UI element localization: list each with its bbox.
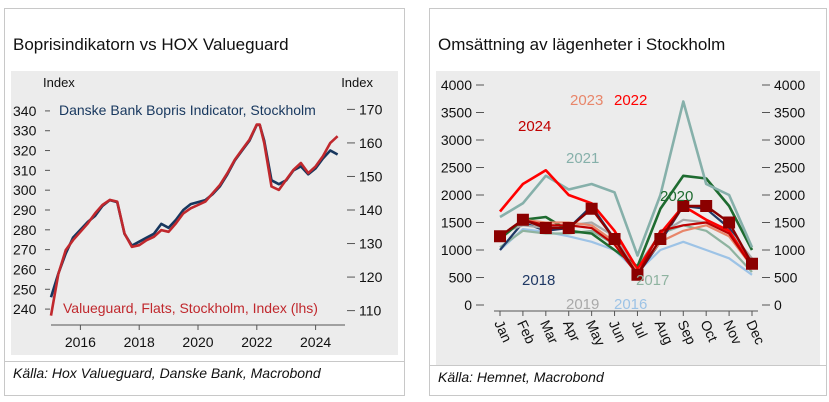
- y-tick-label-left: 0: [464, 297, 472, 313]
- data-marker: [677, 200, 690, 212]
- series-label-2018: 2018: [522, 272, 555, 289]
- y-tick-label-right: 4000: [774, 77, 805, 93]
- series-label-2016: 2016: [614, 296, 647, 313]
- x-tick-label: 2022: [241, 334, 272, 350]
- data-marker: [539, 222, 552, 234]
- y-tick-label-right: 1500: [774, 215, 805, 231]
- x-tick-label: Nov: [720, 318, 745, 347]
- data-marker: [494, 230, 506, 243]
- y-tick-label-right: 120: [359, 269, 383, 285]
- data-marker: [723, 216, 736, 229]
- y-tick-label-left: 310: [13, 162, 37, 178]
- y-tick-label-right: 2500: [774, 160, 805, 176]
- y-tick-label-left: 270: [13, 242, 37, 258]
- y-tick-label-right: 140: [359, 202, 383, 218]
- y-tick-label-right: 160: [359, 135, 383, 151]
- y-tick-label-left: 280: [13, 222, 37, 238]
- y-tick-label-right: 2000: [774, 187, 805, 203]
- y-axis-label-right: Index: [341, 75, 373, 90]
- x-tick-label: Jun: [606, 318, 630, 345]
- x-tick-label: Dec: [743, 318, 768, 347]
- chart-panel-right: Omsättning av lägenheter i Stockholm 0 0 5…: [429, 8, 827, 396]
- x-tick-label: 2016: [65, 334, 96, 350]
- series-line-2021: [499, 100, 754, 257]
- series-label-2021: 2021: [566, 150, 599, 167]
- series-label-2023: 2023: [570, 92, 603, 109]
- plot-area: Index Index 240 250 260 270 280 290 300 310 320 330…: [11, 71, 398, 355]
- series-line-bopris: [49, 123, 339, 298]
- y-tick-label-right: 3500: [774, 105, 805, 121]
- series-label-2020: 2020: [660, 188, 693, 205]
- x-tick-label: Jan: [491, 318, 515, 345]
- y-tick-label-left: 340: [13, 103, 37, 119]
- x-tick-label: 2020: [182, 334, 213, 350]
- x-tick-label: Apr: [560, 318, 584, 345]
- y-tick-label-left: 4000: [441, 77, 472, 93]
- x-tick-label: Mar: [537, 318, 562, 347]
- y-tick-label-left: 2000: [441, 187, 472, 203]
- plot-area: 0 0 500 500 1000 1000 1500 1500 2000 2000 2500 2500…: [436, 71, 820, 365]
- series-label-2019: 2019: [566, 296, 599, 313]
- x-tick-label: 2024: [300, 334, 331, 350]
- data-marker: [631, 268, 644, 281]
- source-note: Källa: Hox Valueguard, Danske Bank, Macr…: [13, 365, 321, 381]
- line-chart: 0 0 500 500 1000 1000 1500 1500 2000 2000 2500 2500…: [441, 77, 806, 349]
- series-label-2024: 2024: [518, 118, 551, 135]
- series-annotation: Valueguard, Flats, Stockholm, Index (lhs…: [63, 300, 318, 316]
- series-line-2022: [499, 169, 754, 271]
- divider: [5, 361, 404, 362]
- divider: [430, 365, 826, 366]
- data-marker: [608, 233, 621, 245]
- y-tick-label-right: 110: [359, 303, 382, 319]
- y-axis-label-left: Index: [43, 75, 75, 90]
- line-chart: Index Index 240 250 260 270 280 290 300 310 320 330…: [13, 75, 383, 350]
- y-tick-label-left: 300: [13, 182, 37, 198]
- y-tick-label-left: 250: [13, 281, 37, 297]
- y-tick-label-left: 240: [13, 301, 37, 317]
- y-tick-label-right: 3000: [774, 132, 805, 148]
- y-tick-label-left: 260: [13, 261, 37, 277]
- y-tick-label-left: 1000: [441, 242, 472, 258]
- series-label-2022: 2022: [614, 92, 647, 109]
- data-marker: [746, 257, 758, 270]
- y-tick-label-left: 320: [13, 143, 37, 159]
- y-tick-label-right: 0: [774, 297, 782, 313]
- data-marker: [654, 233, 667, 245]
- y-tick-label-left: 290: [13, 202, 37, 218]
- x-tick-label: 2018: [124, 334, 155, 350]
- y-tick-label-right: 170: [359, 101, 383, 117]
- chart-title: Boprisindikatorn vs HOX Valueguard: [13, 35, 289, 54]
- y-tick-label-left: 2500: [441, 160, 472, 176]
- series-label-2017: 2017: [636, 272, 669, 289]
- y-tick-label-right: 1000: [774, 242, 805, 258]
- x-tick-label: Oct: [697, 318, 721, 345]
- chart-title: Omsättning av lägenheter i Stockholm: [438, 35, 726, 54]
- y-tick-label-left: 3500: [441, 105, 472, 121]
- data-marker: [516, 213, 529, 226]
- data-marker: [585, 202, 598, 215]
- x-tick-label: Feb: [514, 318, 539, 347]
- data-marker: [700, 200, 713, 212]
- x-tick-label: May: [583, 318, 609, 349]
- series-annotation: Danske Bank Bopris Indicator, Stockholm: [59, 102, 316, 118]
- y-tick-label-left: 330: [13, 123, 37, 139]
- x-tick-label: Sep: [675, 318, 700, 348]
- series-line-2018: [499, 204, 753, 276]
- source-note: Källa: Hemnet, Macrobond: [438, 369, 604, 385]
- y-tick-label-left: 1500: [441, 215, 472, 231]
- y-tick-label-right: 130: [359, 236, 383, 252]
- y-tick-label-left: 500: [449, 270, 473, 286]
- y-tick-label-right: 500: [774, 270, 798, 286]
- data-marker: [562, 222, 575, 234]
- x-tick-label: Jul: [629, 318, 651, 341]
- chart-panel-left: Boprisindikatorn vs HOX Valueguard Index…: [4, 8, 405, 396]
- y-tick-label-left: 3000: [441, 132, 472, 148]
- x-tick-label: Aug: [652, 318, 677, 347]
- y-tick-label-right: 150: [359, 168, 383, 184]
- series-line-valueguard: [49, 123, 339, 316]
